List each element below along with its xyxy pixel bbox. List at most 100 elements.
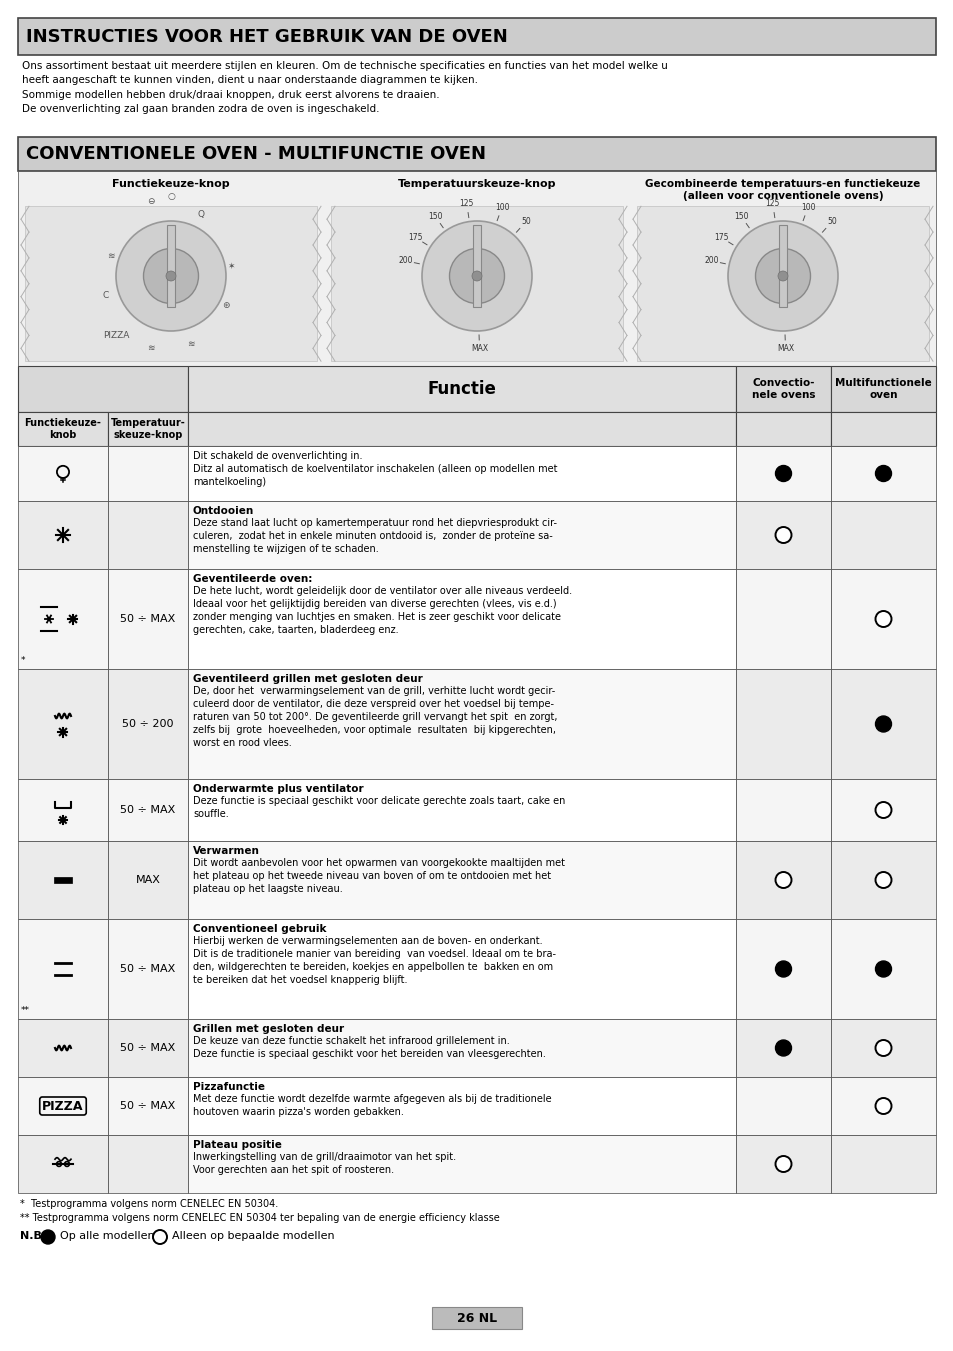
Bar xyxy=(473,224,480,307)
Bar xyxy=(54,877,71,884)
Text: 50 ÷ MAX: 50 ÷ MAX xyxy=(120,1101,175,1111)
Bar xyxy=(18,919,108,1019)
Circle shape xyxy=(152,1229,167,1244)
Text: CONVENTIONELE OVEN - MULTIFUNCTIE OVEN: CONVENTIONELE OVEN - MULTIFUNCTIE OVEN xyxy=(26,145,485,163)
Circle shape xyxy=(775,1040,791,1056)
Bar xyxy=(188,842,735,919)
Text: ≋: ≋ xyxy=(147,343,154,353)
Text: 150: 150 xyxy=(733,212,747,220)
Circle shape xyxy=(875,802,890,817)
Bar xyxy=(830,366,935,412)
Bar xyxy=(188,366,735,412)
Bar xyxy=(18,446,108,501)
Text: 100: 100 xyxy=(800,203,815,212)
Bar xyxy=(735,919,830,1019)
Bar xyxy=(830,412,935,446)
Text: **: ** xyxy=(21,1006,30,1015)
Text: Temperatuurskeuze-knop: Temperatuurskeuze-knop xyxy=(397,178,556,189)
Bar xyxy=(830,842,935,919)
Text: 50: 50 xyxy=(826,218,836,226)
Text: ⊖: ⊖ xyxy=(147,196,154,205)
Bar xyxy=(25,207,316,361)
Text: INSTRUCTIES VOOR HET GEBRUIK VAN DE OVEN: INSTRUCTIES VOOR HET GEBRUIK VAN DE OVEN xyxy=(26,27,507,46)
Bar xyxy=(188,501,735,569)
Circle shape xyxy=(143,249,198,304)
Text: Deze stand laat lucht op kamertemperatuur rond het diepvriesprodukt cir-
culeren: Deze stand laat lucht op kamertemperatuu… xyxy=(193,517,557,554)
Bar xyxy=(108,446,188,501)
Circle shape xyxy=(775,961,791,977)
Text: De, door het  verwarmingselement van de grill, verhitte lucht wordt gecir-
culee: De, door het verwarmingselement van de g… xyxy=(193,686,557,748)
Text: Functiekeuze-
knob: Functiekeuze- knob xyxy=(25,419,101,440)
Text: Q: Q xyxy=(197,209,204,219)
Bar xyxy=(830,1135,935,1193)
Bar xyxy=(108,501,188,569)
Bar xyxy=(188,1019,735,1077)
Text: *  Testprogramma volgens norm CENELEC EN 50304.: * Testprogramma volgens norm CENELEC EN … xyxy=(20,1198,278,1209)
Bar xyxy=(331,207,622,361)
Text: 175: 175 xyxy=(713,232,727,242)
Text: PIZZA: PIZZA xyxy=(103,331,129,340)
Bar xyxy=(18,172,935,366)
Text: Op alle modellen: Op alle modellen xyxy=(60,1231,154,1242)
Text: Onderwarmte plus ventilator: Onderwarmte plus ventilator xyxy=(193,784,363,794)
Circle shape xyxy=(875,961,890,977)
Circle shape xyxy=(61,534,65,536)
Text: Functie: Functie xyxy=(427,380,496,399)
Bar xyxy=(18,1019,108,1077)
Text: Inwerkingstelling van de grill/draaimotor van het spit.
Voor gerechten aan het s: Inwerkingstelling van de grill/draaimoto… xyxy=(193,1152,456,1175)
Bar xyxy=(830,780,935,842)
Text: *: * xyxy=(21,657,26,665)
Circle shape xyxy=(472,272,481,281)
Bar xyxy=(735,501,830,569)
Text: Alleen op bepaalde modellen: Alleen op bepaalde modellen xyxy=(172,1231,335,1242)
Bar xyxy=(188,669,735,780)
Circle shape xyxy=(71,617,74,620)
Text: Verwarmen: Verwarmen xyxy=(193,846,259,857)
Bar xyxy=(108,569,188,669)
Bar xyxy=(18,501,108,569)
Bar xyxy=(735,366,830,412)
Circle shape xyxy=(875,1040,890,1056)
Circle shape xyxy=(775,871,791,888)
Circle shape xyxy=(116,222,226,331)
Bar xyxy=(108,780,188,842)
Text: ≋: ≋ xyxy=(187,339,194,349)
Bar xyxy=(735,842,830,919)
Bar xyxy=(735,1019,830,1077)
Text: Conventioneel gebruik: Conventioneel gebruik xyxy=(193,924,326,934)
Bar xyxy=(637,207,928,361)
Bar xyxy=(830,501,935,569)
Text: 125: 125 xyxy=(765,199,780,208)
Circle shape xyxy=(449,249,504,304)
Text: 200: 200 xyxy=(703,257,719,265)
Bar xyxy=(735,669,830,780)
Text: De keuze van deze functie schakelt het infrarood grillelement in.
Deze functie i: De keuze van deze functie schakelt het i… xyxy=(193,1036,545,1059)
Bar xyxy=(18,1077,108,1135)
Circle shape xyxy=(62,731,64,734)
Text: Ontdooien: Ontdooien xyxy=(193,507,254,516)
Bar xyxy=(188,569,735,669)
Bar xyxy=(830,1019,935,1077)
Text: Multifunctionele
oven: Multifunctionele oven xyxy=(834,378,931,400)
Text: Grillen met gesloten deur: Grillen met gesloten deur xyxy=(193,1024,344,1034)
Circle shape xyxy=(62,819,64,821)
Text: 50 ÷ 200: 50 ÷ 200 xyxy=(122,719,173,730)
Text: Ons assortiment bestaat uit meerdere stijlen en kleuren. Om de technische specif: Ons assortiment bestaat uit meerdere sti… xyxy=(22,61,667,115)
Text: Geventileerde oven:: Geventileerde oven: xyxy=(193,574,312,584)
Circle shape xyxy=(875,466,890,481)
Text: ≋: ≋ xyxy=(107,251,114,261)
Bar xyxy=(830,919,935,1019)
Text: C: C xyxy=(103,292,109,300)
Circle shape xyxy=(875,871,890,888)
Bar xyxy=(18,569,108,669)
Circle shape xyxy=(755,249,810,304)
Text: Gecombineerde temperatuurs-en functiekeuze
(alleen voor conventionele ovens): Gecombineerde temperatuurs-en functiekeu… xyxy=(644,178,920,200)
Bar xyxy=(18,669,108,780)
Text: Plateau positie: Plateau positie xyxy=(193,1140,281,1150)
Bar xyxy=(188,1077,735,1135)
Text: 50 ÷ MAX: 50 ÷ MAX xyxy=(120,613,175,624)
Bar xyxy=(108,669,188,780)
Text: ○: ○ xyxy=(167,192,174,200)
Text: Geventileerd grillen met gesloten deur: Geventileerd grillen met gesloten deur xyxy=(193,674,422,684)
Text: Convectio-
nele ovens: Convectio- nele ovens xyxy=(751,378,815,400)
